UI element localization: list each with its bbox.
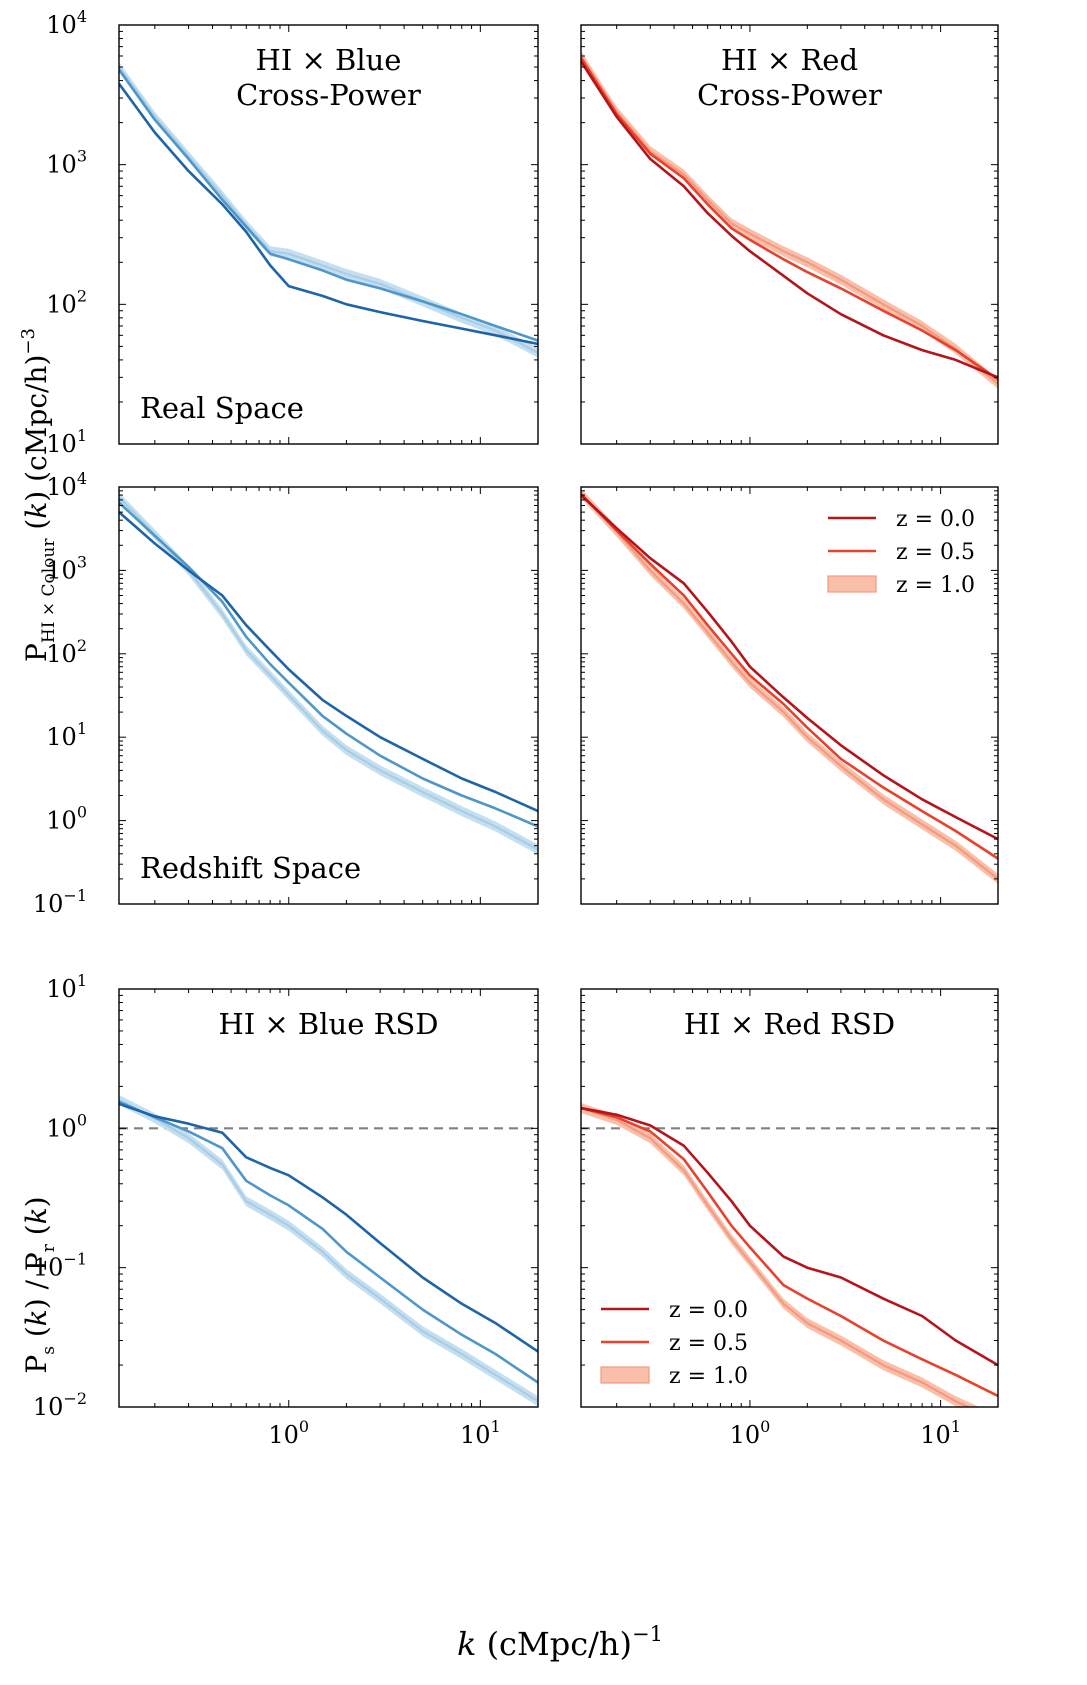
panel-title: HI × Red <box>721 43 858 77</box>
plot-area <box>581 51 998 389</box>
series-line-2 <box>581 1106 972 1407</box>
plot-area <box>581 1103 998 1407</box>
y-tick-label: 10−1 <box>33 886 87 918</box>
series-line-0 <box>581 60 998 379</box>
svg-text:Ps (k) / Pr (k): Ps (k) / Pr (k) <box>20 1196 59 1373</box>
panel-p21: 100 101 HI × Red RSD <box>580 988 999 1449</box>
legend-bottom-right: z = 0.0 z = 0.5 z = 1.0 <box>600 1298 748 1389</box>
y-tick-label-exp: −1 <box>63 1250 87 1269</box>
series-band-2 <box>581 488 998 884</box>
legend-swatch <box>600 1366 650 1384</box>
panel-frame <box>580 486 999 905</box>
series-line-1 <box>119 68 538 342</box>
y-tick-label: 102 <box>46 286 87 318</box>
y-tick-label-exp: 1 <box>77 971 87 990</box>
panel-title: HI × Blue <box>256 43 402 77</box>
y-tick-label: 103 <box>46 147 87 179</box>
svg-text:PHI × Colour (k) (cMpc/h)−3: PHI × Colour (k) (cMpc/h)−3 <box>18 328 59 662</box>
y-tick-label-exp: 4 <box>77 7 87 26</box>
x-axis-label: k (cMpc/h)−1 <box>457 1622 663 1663</box>
series-line-1 <box>581 493 998 860</box>
y-tick-label-exp: 2 <box>77 636 87 655</box>
legend-middle-right: z = 0.0 z = 0.5 z = 1.0 <box>827 507 975 598</box>
plot-area <box>119 1094 538 1407</box>
series-line-0 <box>119 1102 538 1353</box>
panel-title: Cross-Power <box>236 78 421 112</box>
series-line-1 <box>581 1106 998 1398</box>
series-line-2 <box>119 496 538 851</box>
y-tick-label-exp: 0 <box>77 1110 87 1129</box>
bottom-y-axis-label: Ps (k) / Pr (k) <box>20 1196 59 1373</box>
series-line-0 <box>119 511 538 813</box>
panel-frame <box>580 988 999 1408</box>
top-y-axis-label: PHI × Colour (k) (cMpc/h)−3 <box>18 328 59 662</box>
series-line-2 <box>581 492 998 880</box>
panel-title: HI × Red RSD <box>684 1007 895 1041</box>
x-tick-label: 101 <box>460 1417 501 1449</box>
y-tick-label-exp: 0 <box>77 803 87 822</box>
y-tick-label: 104 <box>46 7 87 39</box>
legend-label: z = 0.5 <box>669 1331 748 1356</box>
series-line-0 <box>581 494 998 841</box>
panel-title: HI × Blue RSD <box>218 1007 438 1041</box>
series-line-1 <box>119 501 538 828</box>
y-tick-label-exp: 2 <box>77 286 87 305</box>
legend-label: z = 1.0 <box>669 1364 748 1389</box>
panel-p11 <box>580 486 999 905</box>
series-band-2 <box>119 1094 538 1407</box>
series-line-0 <box>581 1106 998 1367</box>
series-line-1 <box>581 57 998 381</box>
panel-frame <box>580 24 999 445</box>
legend-label: z = 1.0 <box>896 573 975 598</box>
y-tick-label: 100 <box>46 1110 87 1142</box>
panel-frame <box>118 988 539 1408</box>
plot-area <box>581 488 998 884</box>
x-tick-label: 101 <box>920 1417 961 1449</box>
x-tick-label: 100 <box>730 1417 771 1449</box>
series-line-2 <box>581 55 998 385</box>
x-tick-label-exp: 0 <box>760 1417 770 1436</box>
panel-frame <box>118 24 539 445</box>
x-tick-label: 100 <box>268 1417 309 1449</box>
x-tick-label-exp: 1 <box>491 1417 501 1436</box>
legend-label: z = 0.5 <box>896 540 975 565</box>
panel-frame <box>118 486 539 905</box>
y-tick-label-exp: 3 <box>77 552 87 571</box>
x-tick-label-exp: 1 <box>951 1417 961 1436</box>
y-tick-label-exp: −2 <box>63 1389 87 1408</box>
y-tick-label: 101 <box>46 719 87 751</box>
series-line-1 <box>119 1100 538 1384</box>
series-line-2 <box>119 66 538 354</box>
series-line-0 <box>119 82 538 346</box>
x-tick-label-exp: 0 <box>299 1417 309 1436</box>
panel-annotation: Redshift Space <box>140 851 361 885</box>
y-tick-label-exp: −1 <box>63 886 87 905</box>
plot-area <box>119 62 538 358</box>
legend-swatch <box>827 575 877 593</box>
y-tick-label: 101 <box>46 971 87 1003</box>
y-tick-label-exp: 4 <box>77 469 87 488</box>
y-tick-label-exp: 1 <box>77 426 87 445</box>
y-tick-label-exp: 1 <box>77 719 87 738</box>
y-tick-label: 10−1 <box>33 1250 87 1282</box>
panel-title: Cross-Power <box>697 78 882 112</box>
series-line-2 <box>119 1098 538 1403</box>
panel-annotation: Real Space <box>140 391 304 425</box>
y-tick-label: 100 <box>46 803 87 835</box>
plot-area <box>119 492 538 855</box>
legend-label: z = 0.0 <box>896 507 975 532</box>
legend-label: z = 0.0 <box>669 1298 748 1323</box>
y-tick-label: 10−2 <box>33 1389 87 1421</box>
series-band-2 <box>119 62 538 358</box>
y-tick-label-exp: 3 <box>77 147 87 166</box>
